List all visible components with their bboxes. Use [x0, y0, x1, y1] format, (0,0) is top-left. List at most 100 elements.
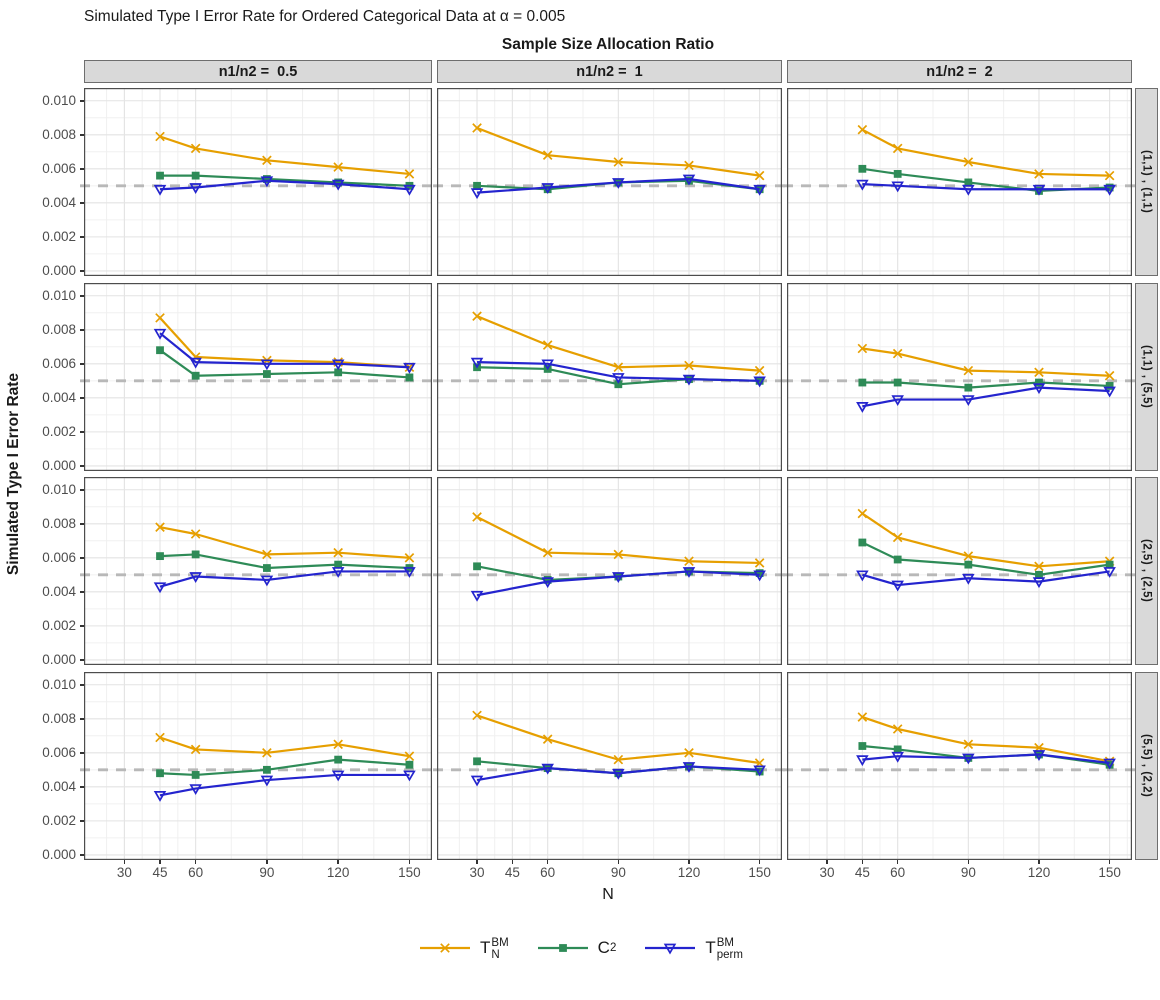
y-tick-label: 0.010	[42, 92, 76, 108]
square-legend-key-icon	[537, 944, 588, 952]
y-tick-mark	[80, 684, 84, 686]
facet-row-strip-label: (5,5) , (2,2)	[1140, 734, 1153, 798]
panel-svg	[433, 672, 786, 861]
series-TN	[155, 522, 415, 563]
x-tick-mark	[1108, 860, 1111, 864]
x-tick-mark	[758, 860, 761, 864]
y-tick-mark	[80, 202, 84, 204]
x-tick-mark	[688, 860, 690, 864]
x-tick-label: 45	[854, 865, 870, 880]
y-tick-label: 0.002	[42, 423, 76, 439]
x-tick-mark	[194, 860, 197, 864]
series-Tperm	[153, 567, 416, 594]
y-tick-mark	[80, 786, 84, 788]
series-TN	[155, 732, 415, 762]
y-tick-mark	[80, 270, 84, 272]
series-C2	[156, 346, 414, 382]
x-tick-label: 30	[116, 865, 132, 880]
chart-panel	[433, 88, 786, 277]
y-tick-mark	[80, 591, 84, 593]
chart-panel	[80, 88, 436, 277]
series-TN	[472, 512, 765, 568]
facet-row-strip: (1,1) , (5,5)	[1135, 283, 1158, 471]
series-TN	[472, 311, 765, 376]
y-tick-mark	[80, 431, 84, 433]
panel-svg	[783, 477, 1136, 666]
y-tick-label: 0.006	[42, 160, 76, 176]
panel-svg	[783, 88, 1136, 277]
x-axis-label: N	[602, 886, 614, 903]
facet-column-strip: n1/n2 = 1	[437, 60, 782, 83]
y-tick-label: 0.000	[42, 651, 76, 667]
series-TN	[857, 343, 1115, 381]
legend-label-Tperm: T BM perm	[705, 937, 743, 962]
y-tick-label: 0.010	[42, 287, 76, 303]
y-tick-mark	[80, 168, 84, 170]
panel-svg	[80, 672, 436, 861]
chart-panel	[783, 283, 1136, 472]
x-tick-mark	[408, 860, 411, 864]
x-legend-key-icon	[420, 943, 471, 953]
panel-svg	[433, 88, 786, 277]
y-tick-mark	[80, 329, 84, 331]
series-Tperm	[153, 770, 416, 802]
x-tick-label: 45	[504, 865, 520, 880]
chart-panel	[433, 283, 786, 472]
x-tick-mark	[511, 860, 514, 864]
x-tick-mark	[967, 860, 970, 864]
series-TN	[472, 123, 765, 181]
x-tick-mark	[159, 860, 161, 864]
facet-row-strip-label: (1,1) , (1,1)	[1140, 150, 1153, 214]
x-tick-mark	[546, 860, 549, 864]
chart-panel	[80, 477, 436, 666]
y-tick-label: 0.004	[42, 389, 76, 405]
y-tick-mark	[80, 557, 84, 559]
x-tick-label: 30	[469, 865, 485, 880]
series-Tperm	[470, 174, 766, 200]
panel-svg	[783, 672, 1136, 861]
y-tick-label: 0.008	[42, 515, 76, 531]
x-tick-mark	[861, 860, 864, 864]
y-tick-label: 0.004	[42, 778, 76, 794]
y-tick-label: 0.004	[42, 194, 76, 210]
chart-panel	[80, 283, 436, 472]
y-tick-mark	[80, 295, 84, 297]
chart-panel	[433, 477, 786, 666]
y-tick-mark	[80, 523, 84, 525]
x-tick-label: 90	[610, 865, 626, 880]
legend-label-TN: T BM N	[480, 937, 509, 962]
x-tick-label: 60	[188, 865, 204, 880]
y-tick-mark	[80, 465, 84, 467]
x-tick-label: 45	[152, 865, 168, 880]
x-tick-label: 120	[1027, 865, 1051, 880]
y-tick-label: 0.010	[42, 676, 76, 692]
facet-row-strip: (1,1) , (1,1)	[1135, 88, 1158, 276]
x-tick-mark	[476, 860, 478, 864]
facet-row-strip-label: (1,1) , (5,5)	[1140, 345, 1153, 409]
y-tick-mark	[80, 718, 84, 720]
y-tick-mark	[80, 363, 84, 365]
panel-svg	[80, 88, 436, 277]
x-tick-label: 30	[819, 865, 835, 880]
x-tick-label: 150	[748, 865, 771, 880]
y-tick-mark	[80, 854, 84, 856]
triangle-down-open-legend-key-icon	[645, 943, 696, 955]
y-tick-label: 0.010	[42, 481, 76, 497]
series-Tperm	[856, 179, 1116, 196]
y-tick-label: 0.002	[42, 228, 76, 244]
y-tick-label: 0.004	[42, 583, 76, 599]
y-tick-label: 0.008	[42, 126, 76, 142]
x-tick-mark	[1038, 860, 1040, 864]
panel-svg	[783, 283, 1136, 472]
legend: T BM N C 2 T BM perm	[0, 936, 1160, 962]
facet-row-strip: (2,5) , (2,5)	[1135, 477, 1158, 665]
y-tick-mark	[80, 134, 84, 136]
y-tick-label: 0.002	[42, 812, 76, 828]
facet-row-strip-label: (2,5) , (2,5)	[1140, 539, 1153, 603]
x-tick-label: 120	[677, 865, 701, 880]
x-tick-label: 120	[326, 865, 350, 880]
series-Tperm	[153, 176, 416, 196]
panel-svg	[80, 283, 436, 472]
